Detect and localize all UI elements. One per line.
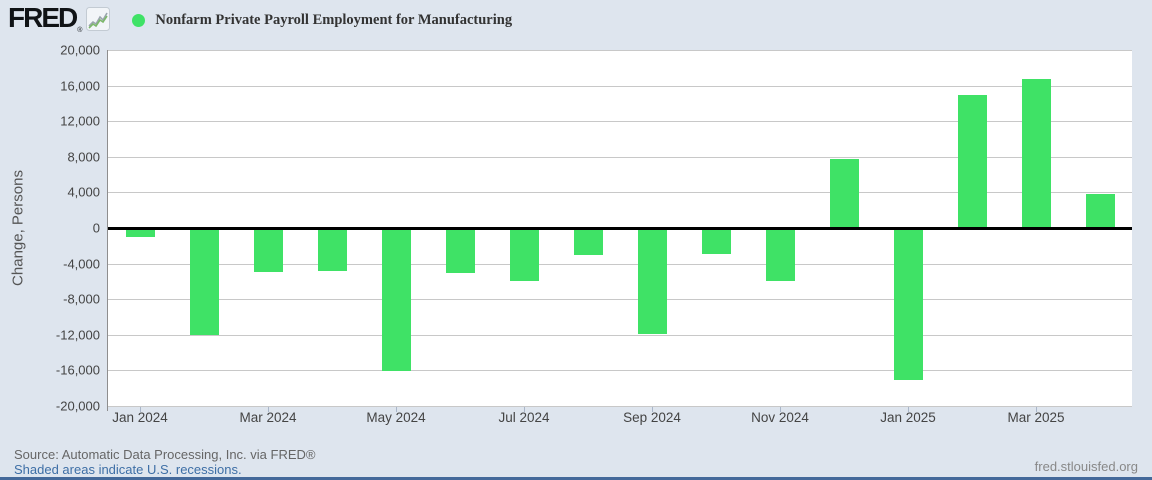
y-tick-label: -8,000 bbox=[63, 291, 100, 307]
y-tick-label: 8,000 bbox=[67, 149, 100, 165]
gridline-16000 bbox=[108, 85, 1132, 87]
registered-mark: ® bbox=[77, 26, 83, 34]
gridline-12000 bbox=[108, 121, 1132, 123]
bar-feb-2024[interactable] bbox=[189, 228, 219, 335]
x-tick-mark bbox=[396, 407, 397, 412]
y-axis-line bbox=[107, 50, 108, 411]
gridline--12000 bbox=[108, 334, 1132, 336]
fred-logo[interactable]: FRED ® bbox=[8, 1, 111, 36]
gridline-8000 bbox=[108, 156, 1132, 158]
bar-jan-2025[interactable] bbox=[893, 228, 923, 381]
y-tick-label: 4,000 bbox=[67, 184, 100, 200]
bar-nov-2024[interactable] bbox=[765, 228, 795, 282]
y-tick-label: -12,000 bbox=[55, 327, 100, 343]
x-tick-label: Mar 2024 bbox=[239, 410, 297, 425]
fred-site-link[interactable]: fred.stlouisfed.org bbox=[1034, 459, 1138, 474]
bottom-accent-bar bbox=[0, 477, 1152, 480]
y-tick-label: 0 bbox=[92, 220, 100, 236]
source-note: Source: Automatic Data Processing, Inc. … bbox=[14, 447, 316, 462]
x-tick-label: Jul 2024 bbox=[498, 410, 550, 425]
gridline-4000 bbox=[108, 192, 1132, 194]
gridline--20000 bbox=[108, 406, 1132, 407]
x-tick-mark bbox=[1036, 407, 1037, 412]
fred-logo-chart-icon bbox=[86, 6, 111, 36]
x-tick-mark bbox=[780, 407, 781, 412]
gridline--16000 bbox=[108, 370, 1132, 372]
y-axis-title: Change, Persons bbox=[9, 170, 27, 286]
bar-may-2024[interactable] bbox=[381, 228, 411, 372]
y-tick-label: -16,000 bbox=[55, 362, 100, 378]
y-tick-label: 20,000 bbox=[60, 42, 100, 58]
x-tick-mark bbox=[140, 407, 141, 412]
bar-apr-2024[interactable] bbox=[317, 228, 347, 271]
chart-title[interactable]: Nonfarm Private Payroll Employment for M… bbox=[155, 11, 513, 28]
gridline-20000 bbox=[108, 50, 1132, 51]
fred-logo-text: FRED bbox=[8, 1, 78, 33]
x-tick-label: Sep 2024 bbox=[623, 410, 681, 425]
bar-feb-2025[interactable] bbox=[957, 95, 987, 228]
plot-area bbox=[108, 50, 1132, 407]
x-tick-mark bbox=[268, 407, 269, 412]
bar-dec-2024[interactable] bbox=[829, 158, 859, 228]
gridline--4000 bbox=[108, 263, 1132, 265]
x-tick-mark bbox=[908, 407, 909, 412]
y-tick-label: 12,000 bbox=[60, 113, 100, 129]
bar-mar-2024[interactable] bbox=[253, 228, 283, 272]
zero-axis-line bbox=[108, 226, 1132, 230]
bar-sep-2024[interactable] bbox=[637, 228, 667, 334]
recessions-link[interactable]: Shaded areas indicate U.S. recessions. bbox=[14, 462, 242, 477]
y-tick-label: -20,000 bbox=[55, 398, 100, 414]
bar-aug-2024[interactable] bbox=[573, 228, 603, 255]
bar-jun-2024[interactable] bbox=[445, 228, 475, 273]
x-tick-label: Jan 2024 bbox=[112, 410, 168, 425]
x-tick-label: Nov 2024 bbox=[751, 410, 809, 425]
header: FRED ® Nonfarm Private Payroll Employment… bbox=[8, 1, 513, 36]
x-tick-mark bbox=[524, 407, 525, 412]
x-tick-mark bbox=[652, 407, 653, 412]
x-tick-label: Mar 2025 bbox=[1007, 410, 1065, 425]
y-tick-label: 16,000 bbox=[60, 78, 100, 94]
bar-apr-2025[interactable] bbox=[1085, 194, 1115, 228]
y-tick-label: -4,000 bbox=[63, 256, 100, 272]
gridline--8000 bbox=[108, 299, 1132, 301]
x-tick-label: May 2024 bbox=[366, 410, 426, 425]
series-legend-dot bbox=[132, 13, 146, 27]
bar-jul-2024[interactable] bbox=[509, 228, 539, 282]
bar-oct-2024[interactable] bbox=[701, 228, 731, 254]
bar-jan-2024[interactable] bbox=[125, 228, 155, 237]
bar-mar-2025[interactable] bbox=[1021, 79, 1051, 228]
x-tick-label: Jan 2025 bbox=[880, 410, 936, 425]
